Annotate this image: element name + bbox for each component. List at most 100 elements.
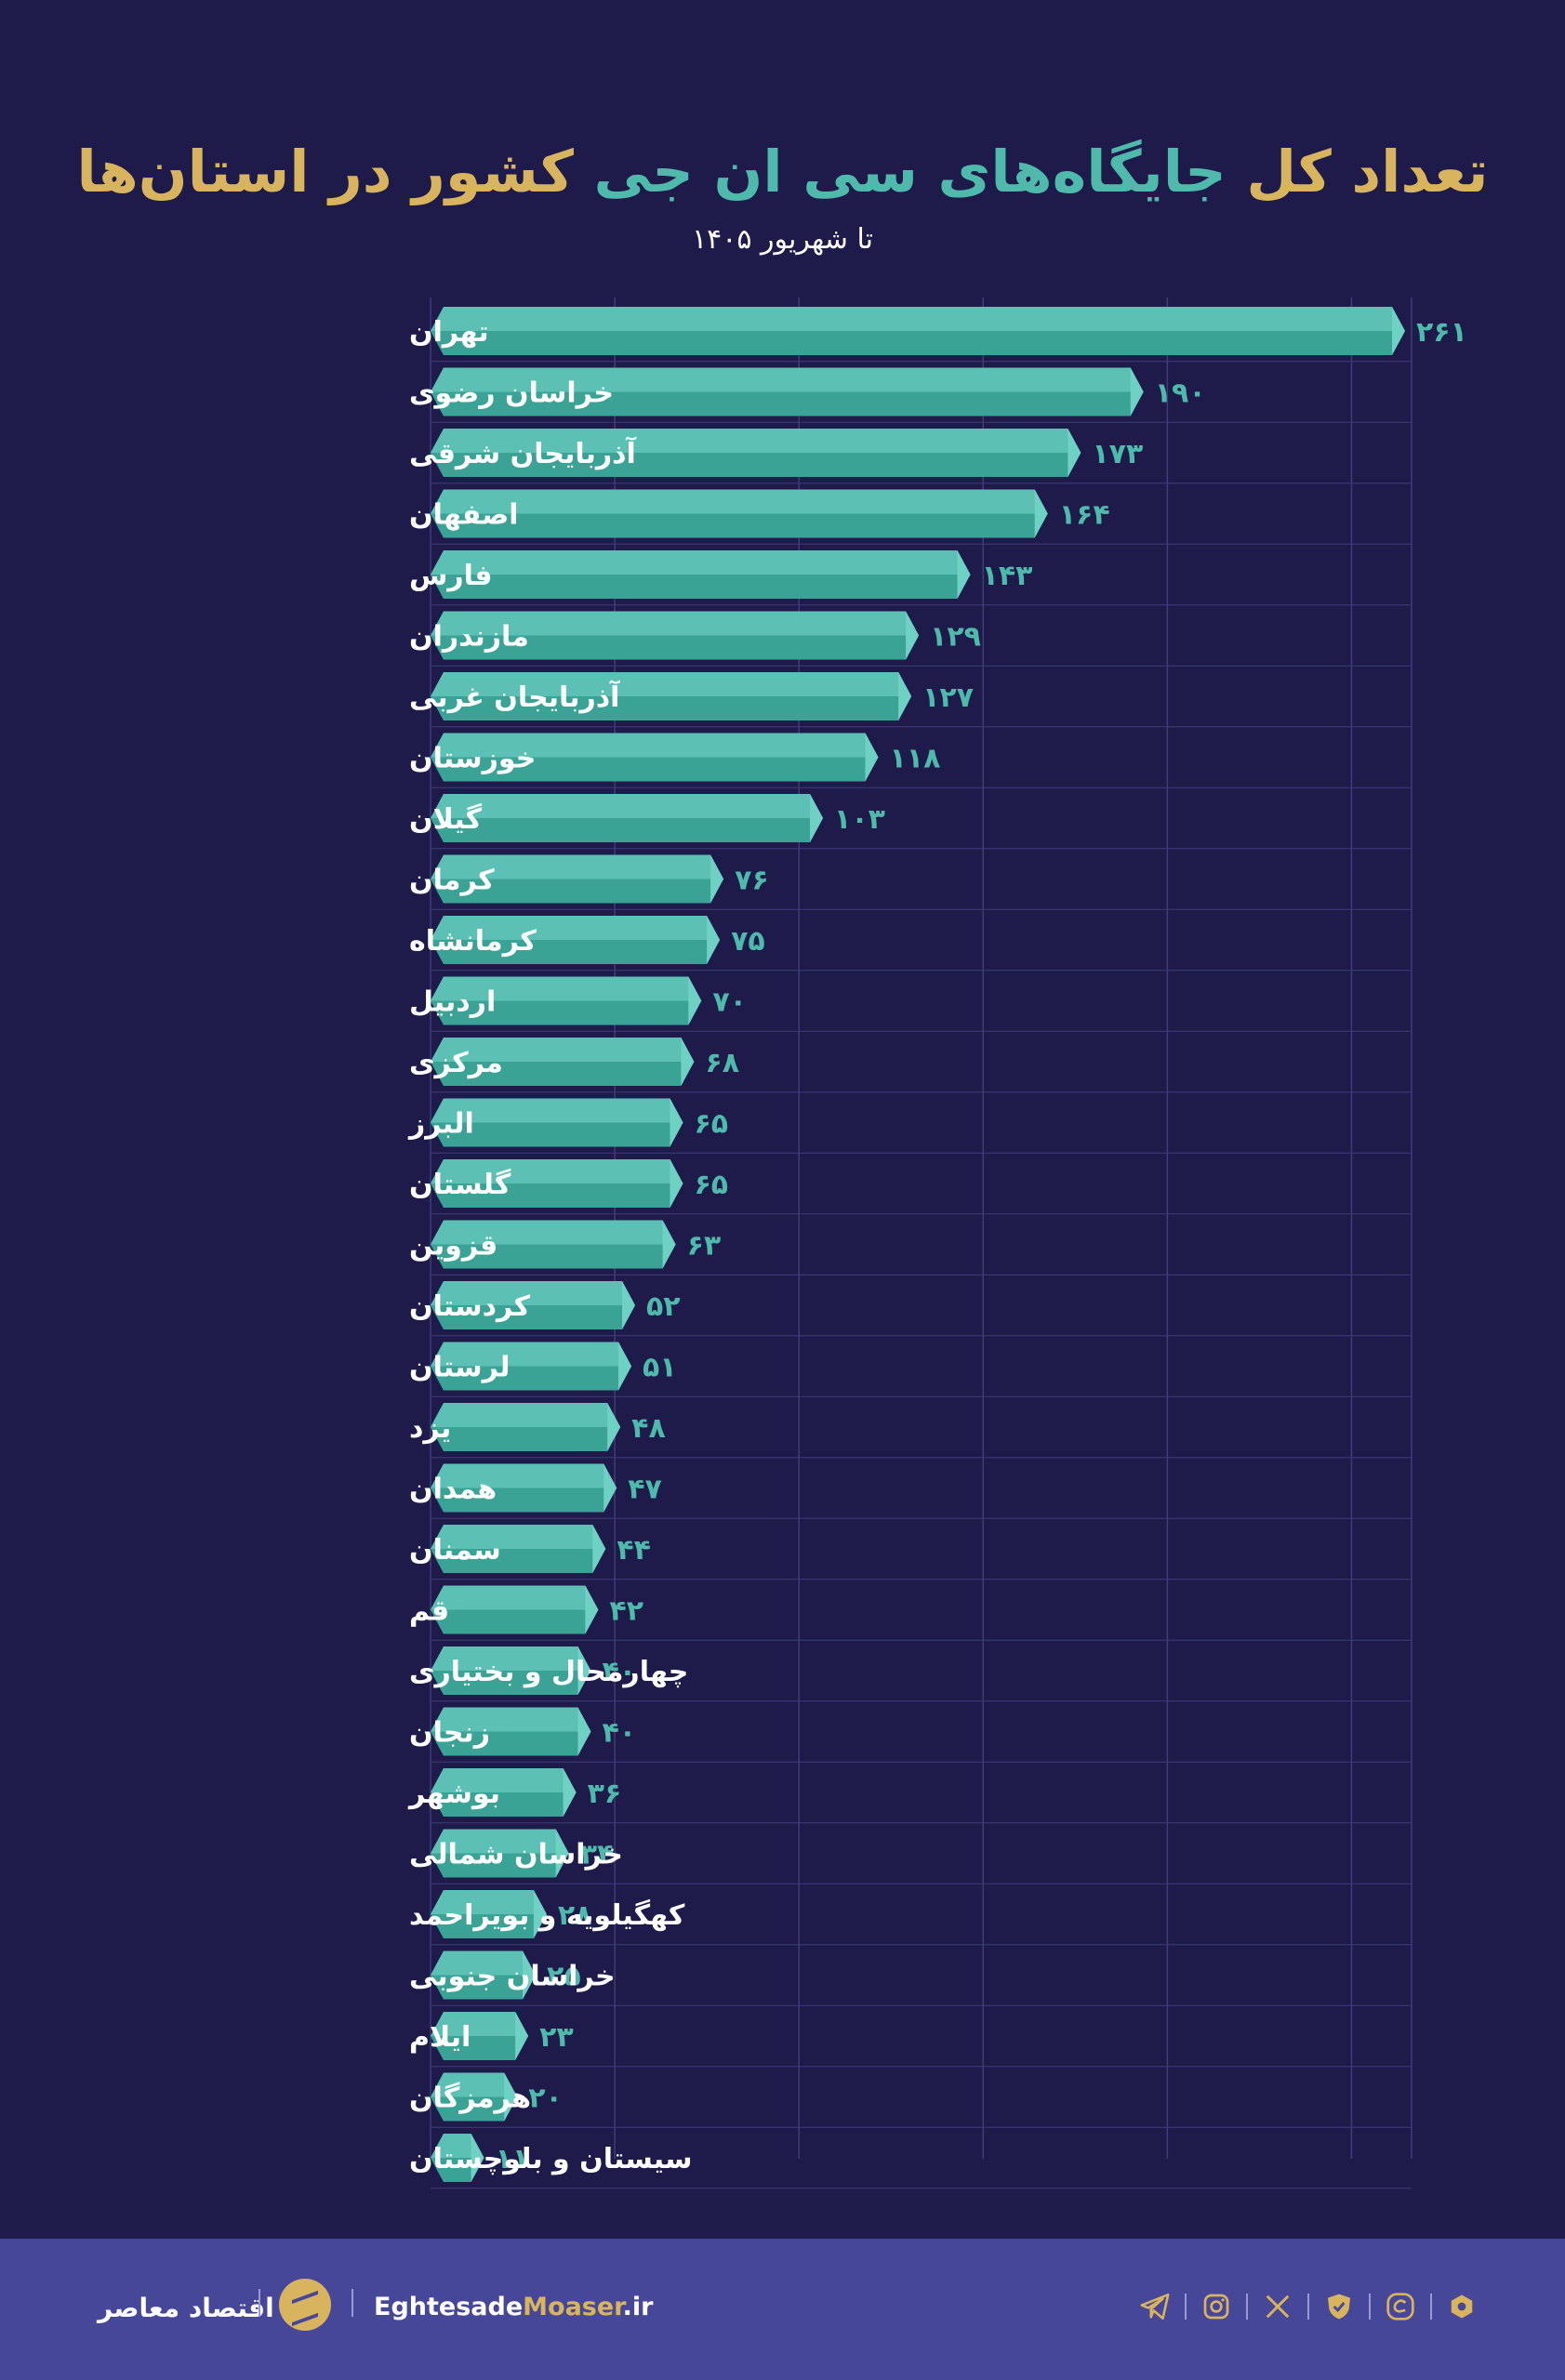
- value-label: ۱۹۰: [1155, 377, 1206, 410]
- footer-divider: [259, 2289, 260, 2317]
- social-icons: [1136, 2283, 1480, 2330]
- bar: [431, 1731, 591, 1756]
- category-label: یزد: [409, 1412, 451, 1445]
- value-label: ۱۰۳: [834, 803, 885, 836]
- bar-tip: [622, 1281, 636, 1329]
- bar: [431, 2158, 484, 2182]
- value-label: ۳۶: [588, 1778, 622, 1810]
- bar-tip: [577, 1646, 591, 1695]
- value-label: ۴۸: [631, 1412, 666, 1445]
- bar-tip: [618, 1342, 632, 1391]
- bar: [431, 1366, 632, 1391]
- site-part-3: .ir: [622, 2293, 654, 2321]
- bar-highlight: [431, 794, 824, 818]
- bar-tip: [681, 1038, 695, 1086]
- bar-highlight: [431, 916, 721, 940]
- bar-tip: [523, 1950, 537, 2000]
- bar: [431, 2036, 529, 2060]
- brand-name: اقتصاد معاصر: [98, 2293, 274, 2323]
- bar-tip: [662, 1220, 676, 1269]
- bar-highlight: [431, 733, 879, 758]
- instagram-icon[interactable]: [1198, 2288, 1235, 2325]
- bar-highlight: [431, 2134, 484, 2158]
- bale-icon[interactable]: [1443, 2288, 1480, 2325]
- category-label: آذربایجان شرقی: [409, 436, 637, 470]
- bar-highlight: [431, 1038, 695, 1062]
- value-label: ۴۰: [602, 1656, 636, 1688]
- value-label: ۲۶۱: [1416, 316, 1467, 349]
- value-label: ۱۱۸: [889, 743, 940, 775]
- value-label: ۷۵: [731, 925, 765, 958]
- bar-highlight: [431, 1829, 569, 1854]
- bar-tip: [607, 1403, 621, 1451]
- bar-chart: ۲۶۱ تهران ۱۹۰ خراسان رضوی ۱۷۳ آذربایجان شرقی ۱…: [407, 298, 1467, 2189]
- category-label: ایلام: [409, 2021, 471, 2054]
- bar-tip: [810, 794, 824, 842]
- bar-tip: [603, 1463, 617, 1513]
- category-label: سمنان: [409, 1534, 501, 1567]
- bar-highlight: [431, 1342, 632, 1367]
- category-label: تهران: [409, 316, 489, 349]
- bar-tip: [865, 733, 879, 782]
- value-label: ۷۶: [735, 865, 769, 897]
- bar: [431, 1609, 599, 1634]
- bar-tip: [707, 916, 721, 964]
- brand-logo-icon: [279, 2279, 331, 2331]
- bar-highlight: [431, 550, 971, 575]
- bar: [431, 1000, 702, 1025]
- title-part-3: کشور در استان‌ها: [76, 138, 574, 205]
- bar: [431, 1975, 537, 2000]
- bar: [431, 1062, 695, 1086]
- category-label: فارس: [409, 560, 493, 592]
- bar-tip: [1034, 489, 1048, 538]
- bar-highlight: [431, 1098, 683, 1123]
- category-label: همدان: [409, 1474, 497, 1506]
- bar-tip: [1068, 429, 1081, 477]
- bar: [431, 696, 912, 721]
- eitaa-icon[interactable]: [1382, 2288, 1419, 2325]
- bar-tip: [533, 1890, 547, 1938]
- value-label: ۶۳: [687, 1230, 722, 1263]
- bar: [431, 1549, 606, 1573]
- bar-highlight: [431, 1646, 591, 1671]
- site-part-1: Eghtesade: [374, 2293, 524, 2321]
- category-label: زنجان: [409, 1717, 490, 1750]
- category-label: البرز: [407, 1108, 474, 1141]
- bar-highlight: [431, 1159, 683, 1183]
- x-icon[interactable]: [1259, 2288, 1296, 2325]
- category-label: کهگیلویه و بویراحمد: [409, 1898, 685, 1932]
- footer-divider: [351, 2289, 353, 2317]
- bar-highlight: [431, 2012, 529, 2036]
- value-label: ۶۵: [695, 1169, 729, 1201]
- bar-tip: [515, 2012, 529, 2060]
- category-label: خراسان جنوبی: [409, 1961, 616, 1993]
- value-label: ۶۵: [695, 1108, 729, 1141]
- value-label: ۱۱: [496, 2143, 530, 2175]
- bar: [431, 1792, 577, 1817]
- bar: [431, 575, 971, 599]
- title-part-2: جایگاه‌های سی ان جی: [593, 138, 1227, 205]
- category-label: سیستان و بلوچستان: [409, 2143, 693, 2175]
- site-part-2: Moaser: [523, 2293, 623, 2321]
- bar-tip: [592, 1525, 606, 1573]
- bar-highlight: [431, 1463, 617, 1488]
- bar-highlight: [431, 611, 920, 636]
- category-label: خراسان شمالی: [409, 1839, 623, 1871]
- bar-highlight: [431, 1281, 636, 1305]
- bar: [431, 1305, 636, 1329]
- bar-highlight: [431, 367, 1144, 392]
- website-link[interactable]: EghtesadeMoaser.ir: [374, 2293, 653, 2321]
- bar-highlight: [431, 307, 1405, 331]
- category-label: گلستان: [409, 1168, 511, 1201]
- category-label: گیلان: [409, 802, 483, 836]
- bar-highlight: [431, 976, 702, 1001]
- category-label: کردستان: [409, 1290, 531, 1323]
- category-label: مازندران: [409, 621, 529, 654]
- value-label: ۴۷: [628, 1474, 662, 1506]
- bar-highlight: [431, 1768, 577, 1792]
- category-label: قم: [409, 1595, 449, 1628]
- telegram-icon[interactable]: [1136, 2288, 1174, 2325]
- shield-icon[interactable]: [1320, 2288, 1358, 2325]
- value-label: ۴۴: [617, 1534, 651, 1567]
- bar: [431, 1244, 676, 1269]
